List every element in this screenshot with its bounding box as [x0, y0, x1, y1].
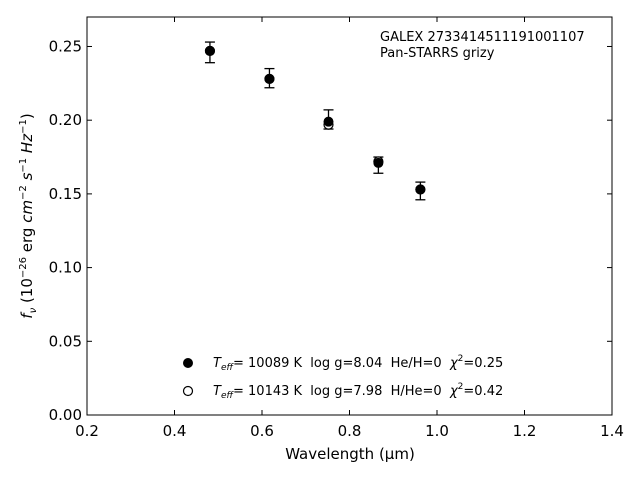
model-point-filled: [204, 45, 215, 56]
y-ticks: 0.00 0.05 0.10 0.15 0.20 0.25: [49, 37, 612, 424]
x-tick-label: 0.2: [75, 422, 99, 440]
model-point-filled: [415, 184, 426, 195]
x-ticks: 0.2 0.4 0.6 0.8 1.0 1.2 1.4: [75, 17, 624, 440]
model-point-filled: [264, 73, 275, 84]
plot-area: [86, 16, 613, 416]
x-tick-label: 1.0: [425, 422, 449, 440]
legend-entry-1: Teff= 10089 K log g=8.04 He/H=0 χ2=0.25: [213, 354, 503, 373]
legend-entry-2: Teff= 10143 K log g=7.98 H/He=0 χ2=0.42: [213, 382, 503, 401]
x-tick-label: 0.4: [163, 422, 187, 440]
y-tick-label: 0.10: [49, 259, 82, 277]
y-tick-label: 0.25: [49, 37, 82, 55]
model-point-filled: [323, 116, 334, 127]
y-tick-label: 0.15: [49, 185, 82, 203]
y-tick-label: 0.20: [49, 111, 82, 129]
y-tick-label: 0.05: [49, 332, 82, 350]
y-tick-label: 0.00: [49, 406, 82, 424]
x-tick-label: 1.4: [600, 422, 624, 440]
annotation-survey: Pan-STARRS grizy: [380, 46, 495, 61]
y-axis-title: fν (10−26 erg cm−2 s−1 Hz−1): [18, 113, 39, 318]
x-tick-label: 1.2: [513, 422, 537, 440]
x-axis-title: Wavelength (μm): [285, 445, 415, 463]
x-tick-label: 0.8: [338, 422, 362, 440]
x-tick-label: 0.6: [250, 422, 274, 440]
annotation-source: GALEX 2733414511191001107: [380, 30, 585, 45]
legend-marker-open: [182, 385, 194, 397]
legend-marker-filled: [183, 358, 193, 368]
model-point-filled: [373, 157, 384, 168]
legend: Teff= 10089 K log g=8.04 He/H=0 χ2=0.25 …: [182, 354, 503, 401]
data-points: [204, 45, 426, 195]
